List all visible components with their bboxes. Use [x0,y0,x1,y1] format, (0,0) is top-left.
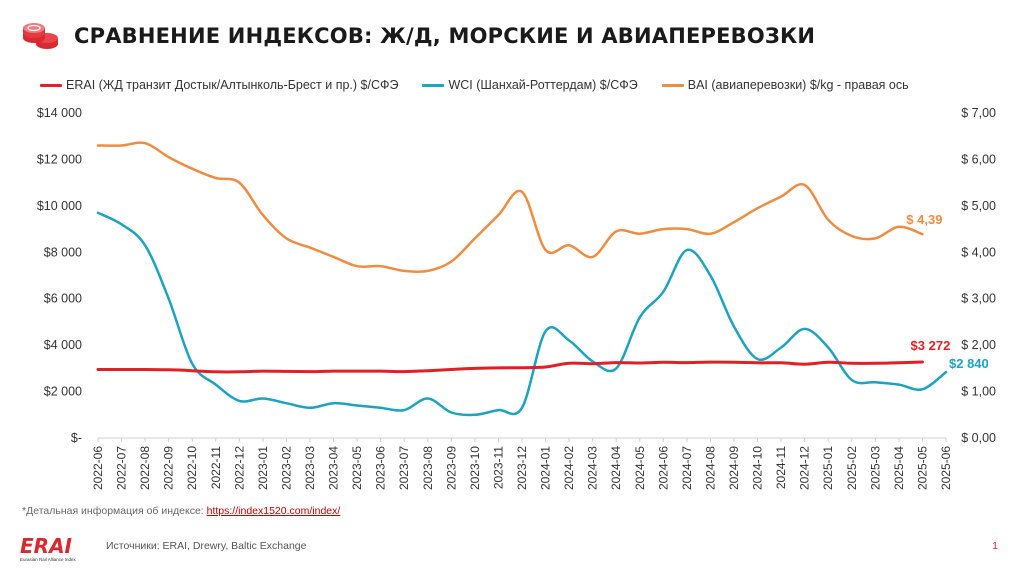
legend-item-wci: WCI (Шанхай-Роттердам) $/СФЭ [422,78,638,92]
x-tick-label: 2024-11 [774,446,788,489]
x-tick-label: 2025-05 [915,446,929,490]
left-y-tick-label: $6 000 [44,292,82,306]
right-y-tick-label: $ 0,00 [961,431,996,445]
right-y-tick-label: $ 2,00 [961,338,996,352]
x-tick-label: 2025-01 [821,446,835,490]
right-y-tick-label: $ 7,00 [961,106,996,120]
slide-header: СРАВНЕНИЕ ИНДЕКСОВ: Ж/Д, МОРСКИЕ И АВИАП… [20,16,815,56]
legend-label-erai: ERAI (ЖД транзит Достык/Алтынколь-Брест … [66,78,399,92]
left-y-tick-label: $14 000 [37,106,82,120]
left-y-tick-label: $4 000 [44,338,82,352]
x-tick-label: 2022-06 [91,446,105,490]
sources-note: Источники: ERAI, Drewry, Baltic Exchange [106,540,307,552]
x-tick-label: 2024-02 [562,446,576,490]
right-y-tick-label: $ 4,00 [961,245,996,259]
x-tick-label: 2025-04 [892,446,906,490]
x-tick-label: 2022-12 [232,446,246,490]
legend-label-bai: BAI (авиаперевозки) $/kg - правая ось [687,78,909,92]
coins-icon [23,23,58,49]
x-tick-label: 2022-09 [162,446,176,490]
left-y-tick-label: $- [71,431,82,445]
right-y-tick-label: $ 3,00 [961,292,996,306]
page-title: СРАВНЕНИЕ ИНДЕКСОВ: Ж/Д, МОРСКИЕ И АВИАП… [74,24,816,48]
legend-item-bai: BAI (авиаперевозки) $/kg - правая ось [661,78,909,92]
x-tick-label: 2025-03 [868,446,882,490]
legend-swatch-wci [422,83,445,87]
x-tick-label: 2023-12 [515,446,529,490]
legend-label-wci: WCI (Шанхай-Роттердам) $/СФЭ [448,78,638,92]
x-tick-label: 2024-06 [656,446,670,490]
series-line-erai [96,360,924,374]
series-line-bai [96,141,924,273]
brand-logo-text: ERAI [20,534,72,558]
x-tick-label: 2023-06 [374,446,388,490]
x-tick-label: 2023-02 [279,446,293,490]
x-tick-label: 2025-06 [939,446,953,490]
x-tick-label: 2025-02 [845,446,859,490]
right-y-tick-label: $ 6,00 [961,152,996,166]
end-label-bai: $ 4,39 [906,212,942,227]
x-tick-label: 2023-07 [397,446,411,490]
legend-item-erai: ERAI (ЖД транзит Достык/Алтынколь-Брест … [40,78,398,92]
x-tick-label: 2024-05 [633,446,647,490]
x-tick-label: 2022-08 [138,446,152,490]
footnote-text: *Детальная информация об индексе: [22,505,207,517]
end-label-wci: $2 840 [949,356,989,371]
page-number: 1 [992,540,998,552]
line-chart: $- $2 000 $4 000 $6 000 $8 000 $10 000 $12 000… [37,106,996,490]
right-y-tick-label: $ 5,00 [961,199,996,213]
left-y-tick-label: $2 000 [44,385,82,399]
left-y-tick-label: $10 000 [37,199,82,213]
x-tick-label: 2023-08 [421,446,435,490]
end-label-erai: $3 272 [911,338,951,353]
x-tick-label: 2024-04 [609,446,623,490]
left-y-tick-label: $12 000 [37,152,82,166]
x-tick-label: 2023-01 [256,446,270,490]
erai-logo: ERAI Eurasian Rail Alliance Index [20,536,100,562]
chart-legend: ERAI (ЖД транзит Достык/Алтынколь-Брест … [40,78,933,92]
x-tick-label: 2024-07 [680,446,694,490]
x-tick-label: 2024-03 [586,446,600,490]
brand-tagline: Eurasian Rail Alliance Index [20,557,76,562]
x-tick-label: 2022-07 [115,446,129,490]
x-tick-label: 2023-04 [327,446,341,490]
x-tick-label: 2024-12 [798,446,812,490]
x-tick-label: 2024-10 [751,446,765,490]
x-tick-label: 2022-11 [209,446,223,489]
left-y-tick-label: $8 000 [44,245,82,259]
x-tick-label: 2023-05 [350,446,364,490]
footnote-link[interactable]: https://index1520.com/index/ [206,505,341,517]
x-tick-label: 2022-10 [185,446,199,490]
x-tick-label: 2023-09 [444,446,458,490]
x-tick-label: 2023-03 [303,446,317,490]
x-tick-label: 2023-11 [491,446,505,489]
footnote: *Детальная информация об индексе: https:… [22,505,340,517]
right-y-tick-label: $ 1,00 [961,385,996,399]
x-tick-label: 2024-08 [703,446,717,490]
legend-swatch-bai [661,83,684,87]
legend-swatch-erai [40,83,62,87]
x-tick-label: 2024-01 [539,446,553,490]
x-tick-label: 2024-09 [727,446,741,490]
x-tick-label: 2023-10 [468,446,482,490]
series-line-wci [96,211,948,417]
